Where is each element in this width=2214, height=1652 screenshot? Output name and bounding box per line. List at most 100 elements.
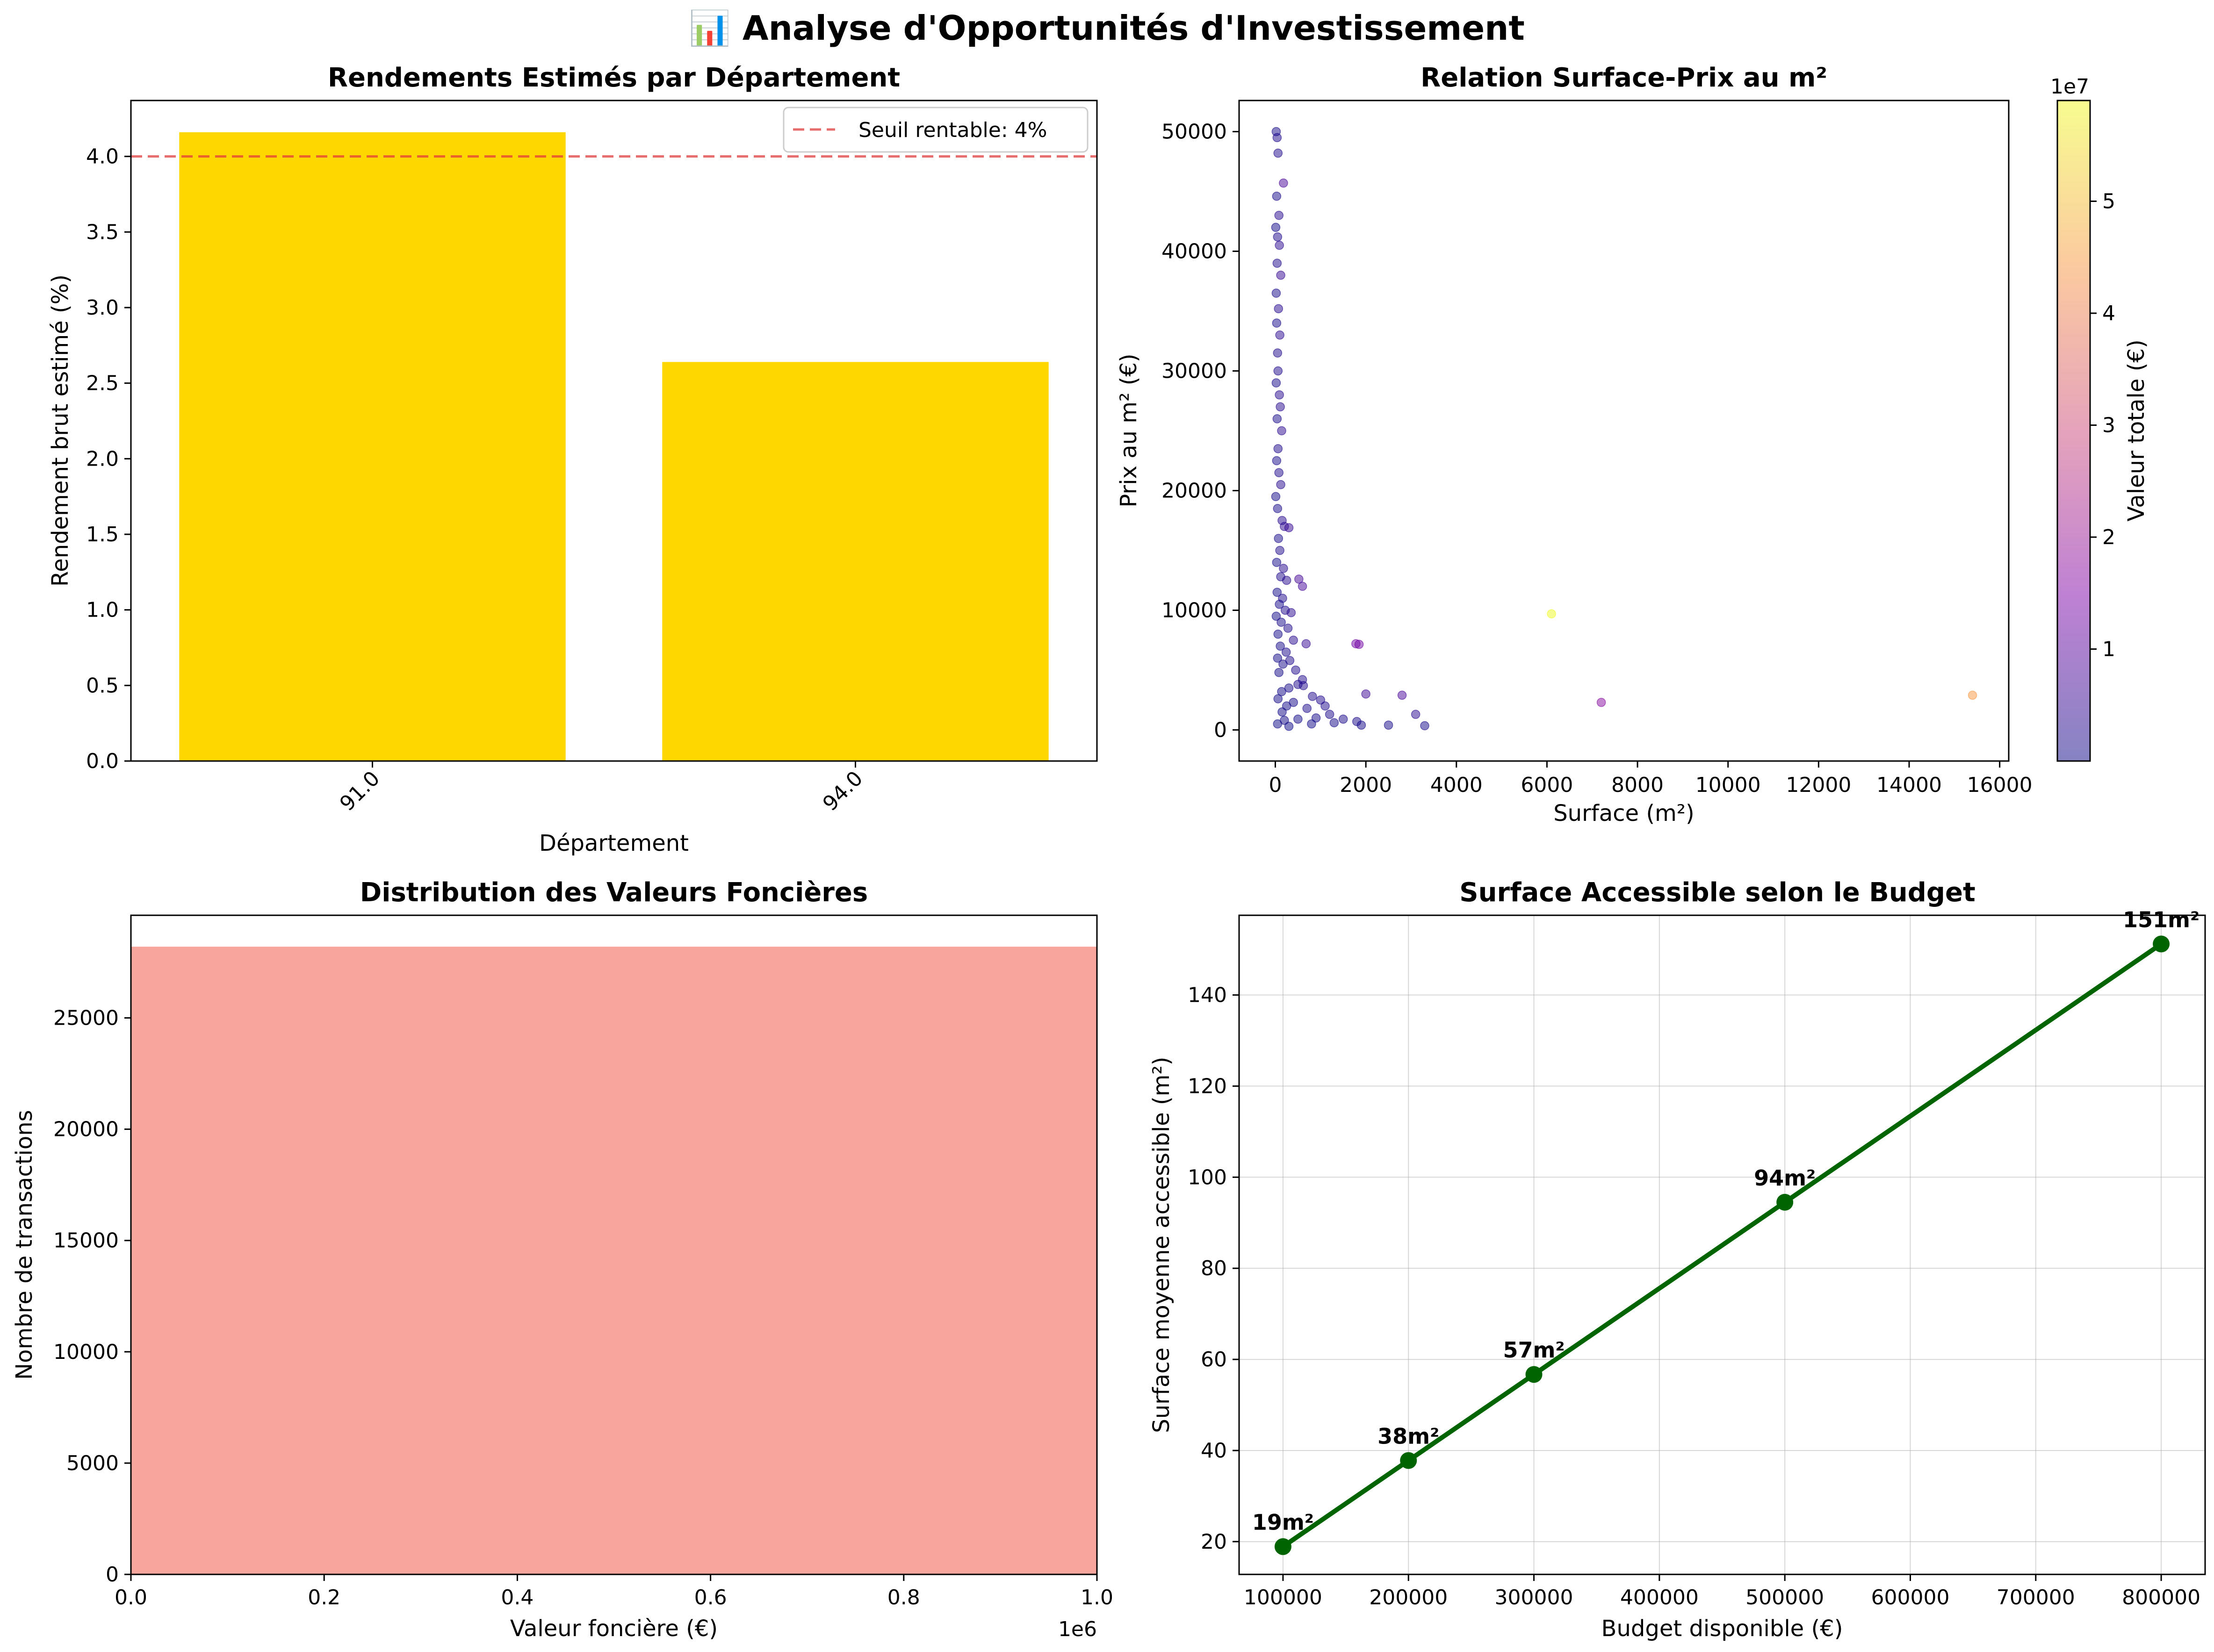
colorbar-gradient [2056, 100, 2091, 762]
budget-y-tick-label: 140 [1188, 984, 1227, 1007]
budget-x-tick-label: 800000 [2122, 1586, 2200, 1609]
budget-y-ticks: 20 40 60 80 100 120 140 [1188, 984, 1239, 1554]
scatter-point [1278, 659, 1288, 669]
scatter-point [1298, 582, 1307, 591]
figure-title: 📊 Analyse d'Opportunités d'Investissemen… [689, 8, 1525, 48]
budget-y-tick-label: 20 [1201, 1530, 1227, 1554]
budget-point [1400, 1452, 1417, 1469]
returns-y-tick-label: 4.0 [86, 145, 119, 169]
property-value-distribution-chart: Distribution des Valeurs Foncières 0 5000… [11, 877, 1113, 1642]
scatter-point [1308, 692, 1317, 701]
value-colorbar: 1 2 3 4 5 1e7 Valeur totale (€) [2050, 75, 2149, 762]
distribution-x-ticks: 0.0 0.2 0.4 0.6 0.8 1.0 [115, 1574, 1113, 1609]
budget-x-tick-label: 600000 [1871, 1586, 1949, 1609]
scatter-point [1289, 635, 1298, 645]
return-bar-94.0 [662, 362, 1049, 761]
scatter-point [1276, 270, 1285, 280]
distribution-y-tick-label: 10000 [53, 1340, 119, 1364]
scatter-x-ticks: 0 2000 4000 6000 8000 10000 12000 14000 16000 [1269, 761, 2033, 797]
distribution-bars [131, 947, 1097, 1574]
scatter-chart-title: Relation Surface-Prix au m² [1421, 63, 1827, 93]
distribution-x-label: Valeur foncière (€) [510, 1616, 718, 1642]
budget-point-label: 151m² [2123, 907, 2200, 932]
scatter-point [1273, 629, 1283, 639]
scatter-point [1293, 714, 1303, 724]
scatter-point [1325, 710, 1334, 719]
budget-point-label: 57m² [1503, 1337, 1565, 1363]
scatter-point [1284, 683, 1294, 693]
returns-y-tick-label: 3.0 [86, 296, 119, 320]
scatter-point [1356, 720, 1366, 730]
scatter-point [1276, 641, 1285, 651]
scatter-y-tick-label: 40000 [1161, 240, 1227, 264]
distribution-y-tick-label: 25000 [53, 1006, 119, 1030]
distribution-y-tick-label: 20000 [53, 1118, 119, 1142]
scatter-point [1596, 697, 1606, 707]
scatter-point [1280, 716, 1289, 725]
returns-legend-box [783, 107, 1089, 153]
colorbar-scale-label: 1e7 [2050, 75, 2089, 99]
scatter-point [1275, 330, 1284, 340]
scatter-point [1547, 609, 1556, 618]
distribution-y-ticks: 0 5000 10000 15000 20000 25000 [53, 1006, 131, 1587]
distribution-x-tick-label: 0.6 [694, 1586, 727, 1609]
returns-y-ticks: 0.0 0.5 1.0 1.5 2.0 2.5 3.0 3.5 4.0 [86, 145, 131, 773]
scatter-point [1272, 318, 1282, 328]
budget-line-series: 19m² 38m² 57m² 94m² 151m² [1252, 907, 2200, 1555]
threshold-legend-label: Seuil rentable: 4% [858, 118, 1047, 142]
distribution-bar [131, 947, 1097, 1574]
scatter-point [1274, 668, 1284, 677]
scatter-point [1281, 647, 1291, 657]
returns-bars [179, 132, 1049, 761]
colorbar-label: Valeur totale (€) [2123, 339, 2149, 521]
scatter-point [1271, 378, 1281, 388]
budget-y-tick-label: 60 [1201, 1348, 1227, 1372]
returns-legend: Seuil rentable: 4% [783, 107, 1089, 153]
returns-y-tick-label: 1.0 [86, 598, 119, 622]
scatter-point [1279, 178, 1288, 188]
scatter-point [1279, 564, 1288, 573]
distribution-x-tick-label: 1.0 [1081, 1586, 1113, 1609]
budget-x-tick-label: 500000 [1745, 1586, 1824, 1609]
scatter-point [1277, 426, 1286, 436]
scatter-point [1284, 722, 1294, 731]
scatter-x-tick-label: 4000 [1430, 773, 1483, 797]
distribution-x-tick-label: 0.0 [115, 1586, 147, 1609]
budget-y-tick-label: 80 [1201, 1257, 1227, 1280]
return-bar-91.0 [179, 132, 566, 761]
budget-x-tick-label: 700000 [1997, 1586, 2075, 1609]
scatter-point [1272, 259, 1282, 268]
scatter-point [1276, 402, 1285, 412]
scatter-x-label: Surface (m²) [1553, 800, 1695, 826]
scatter-point [1284, 523, 1294, 532]
scatter-y-tick-label: 0 [1214, 718, 1227, 742]
scatter-point [1277, 687, 1286, 697]
scatter-y-tick-label: 30000 [1161, 359, 1227, 383]
scatter-x-tick-label: 14000 [1876, 773, 1942, 797]
distribution-x-offset: 1e6 [1058, 1617, 1097, 1641]
scatter-point [1320, 701, 1330, 711]
budget-y-tick-label: 40 [1201, 1439, 1227, 1463]
colorbar-ticks: 1 2 3 4 5 [2090, 190, 2115, 661]
scatter-x-tick-label: 8000 [1611, 773, 1664, 797]
budget-x-tick-label: 100000 [1244, 1586, 1322, 1609]
scatter-point [1274, 210, 1284, 220]
returns-by-department-chart: Rendements Estimés par Département 0.00.… [47, 63, 1098, 856]
budget-x-ticks: 100000 200000 300000 400000 500000 600000 7000… [1244, 1574, 2200, 1609]
returns-y-tick-label: 2.5 [86, 372, 119, 395]
scatter-point [1273, 654, 1283, 663]
budget-point [2153, 935, 2170, 953]
scatter-point [1273, 232, 1283, 242]
surface-by-budget-chart: Surface Accessible selon le Budget 19m² 3… [1148, 877, 2206, 1642]
returns-y-tick-label: 2.0 [86, 447, 119, 471]
budget-point-label: 19m² [1252, 1510, 1314, 1535]
budget-x-tick-label: 300000 [1495, 1586, 1573, 1609]
scatter-point [1397, 690, 1407, 700]
scatter-point [1384, 720, 1393, 730]
surface-price-scatter-chart: Relation Surface-Prix au m² 010000200003… [1116, 63, 2149, 826]
scatter-point [1282, 575, 1291, 585]
scatter-point [1272, 558, 1282, 567]
scatter-point [1274, 304, 1283, 314]
scatter-y-ticks: 0 10000 20000 30000 40000 50000 [1161, 120, 1239, 742]
budget-y-tick-label: 100 [1188, 1165, 1227, 1189]
